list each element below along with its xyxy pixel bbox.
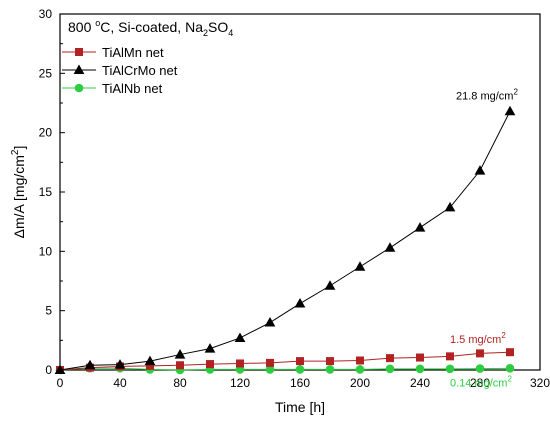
series-layer	[54, 105, 516, 375]
legend-marker	[73, 64, 85, 74]
annotation-value: 1.5 mg/cm	[450, 334, 501, 346]
annotation-value: 0.14 mg/cm	[450, 377, 507, 389]
y-tick-label: 25	[39, 66, 53, 80]
data-point-tialnb-net	[295, 365, 305, 374]
data-point-tialcrmo-net	[264, 317, 276, 327]
data-point-tialmn-net	[326, 357, 334, 366]
legend-marker	[74, 83, 84, 93]
data-point-tialcrmo-net	[84, 359, 96, 370]
data-point-tialmn-net	[236, 359, 244, 368]
data-point-tialmn-net	[206, 360, 214, 369]
annotation-value: 21.8 mg/cm	[456, 90, 513, 102]
y-axis-label-close: ]	[11, 146, 27, 150]
legend-marker	[75, 48, 83, 56]
data-point-tialcrmo-net	[504, 105, 516, 116]
annotation-tialnb: 0.14 mg/cm2	[450, 374, 512, 389]
title-sub2: 4	[228, 28, 233, 38]
data-point-tialcrmo-net	[414, 222, 426, 232]
y-tick-label: 20	[39, 126, 53, 140]
data-point-tialcrmo-net	[174, 349, 186, 359]
x-axis-label: Time [h]	[275, 399, 325, 415]
data-point-tialmn-net	[176, 361, 184, 370]
x-tick-label: 280	[470, 376, 490, 390]
x-tick-label: 200	[350, 376, 370, 390]
data-point-tialmn-net	[296, 357, 304, 366]
chart-title: 800 oC, Si-coated, Na2SO4	[68, 18, 233, 38]
series-line-tialcrmo-net	[59, 111, 511, 371]
title-temp-unit: C, Si-coated, Na	[100, 19, 203, 35]
axis-ticks: 0 40 80 120 160 200 240 280 320 0 5 10 15 20 25 30	[39, 7, 550, 390]
data-point-tialcrmo-net	[354, 261, 366, 271]
data-point-tialcrmo-net	[204, 343, 216, 353]
y-axis-label-main: Δm/A [mg/cm	[11, 155, 27, 238]
y-tick-label: 15	[39, 185, 53, 199]
y-tick-label: 10	[39, 244, 53, 258]
data-point-tialcrmo-net	[474, 165, 486, 175]
data-point-tialcrmo-net	[384, 242, 396, 252]
data-point-tialmn-net	[386, 354, 394, 363]
y-axis-label-sup: 2	[10, 149, 21, 155]
data-point-tialnb-net	[385, 364, 395, 374]
legend-entry-label: TiAlCrMo net	[102, 63, 178, 78]
y-tick-label: 5	[45, 304, 52, 318]
data-point-tialcrmo-net	[144, 355, 156, 366]
data-point-tialmn-net	[266, 358, 274, 367]
annotation-sup: 2	[513, 87, 518, 96]
title-sub: 2	[203, 28, 208, 38]
data-point-tialnb-net	[505, 364, 515, 373]
series-line-tialnb-net	[59, 367, 511, 371]
data-point-tialcrmo-net	[324, 280, 336, 290]
text-layer: Time [h]Δm/A [mg/cm2]800 oC, Si-coated, …	[10, 18, 518, 415]
annotation-sup: 2	[507, 374, 512, 383]
title-temp-value: 800	[68, 19, 95, 35]
legend: TiAlMn net TiAlCrMo net TiAlNb net	[62, 45, 178, 96]
y-axis-label: Δm/A [mg/cm2]	[10, 146, 27, 239]
legend-entry-label: TiAlMn net	[102, 45, 164, 60]
title-tail: SO	[208, 19, 228, 35]
data-point-tialcrmo-net	[114, 359, 126, 369]
y-tick-label: 0	[45, 363, 52, 377]
data-point-tialcrmo-net	[234, 332, 246, 342]
series-line-tialmn-net	[59, 351, 511, 371]
data-point-tialmn-net	[416, 353, 424, 362]
data-point-tialcrmo-net	[294, 298, 306, 308]
data-point-tialnb-net	[475, 364, 485, 373]
x-tick-label: 80	[173, 376, 187, 390]
data-point-tialmn-net	[506, 348, 514, 357]
data-point-tialcrmo-net	[444, 201, 456, 212]
legend-entry-label: TiAlNb net	[102, 81, 163, 96]
data-point-tialcrmo-net	[54, 364, 66, 374]
title-degree-sup: o	[95, 18, 100, 28]
annotation-tialmn: 1.5 mg/cm2	[450, 331, 506, 346]
data-point-tialnb-net	[415, 364, 425, 374]
annotation-tialcrmo: 21.8 mg/cm2	[456, 87, 518, 102]
x-tick-label: 240	[410, 376, 430, 390]
data-point-tialmn-net	[446, 352, 454, 361]
data-point-tialnb-net	[355, 365, 365, 374]
x-tick-label: 160	[290, 376, 310, 390]
data-point-tialmn-net	[356, 356, 364, 365]
annotation-sup: 2	[501, 331, 506, 340]
x-tick-label: 40	[113, 376, 127, 390]
x-tick-label: 320	[530, 376, 550, 390]
data-point-tialmn-net	[476, 349, 484, 358]
data-point-tialnb-net	[325, 365, 335, 374]
data-point-tialnb-net	[445, 364, 455, 374]
y-tick-label: 30	[39, 7, 53, 21]
x-tick-label: 0	[57, 376, 64, 390]
x-tick-label: 120	[230, 376, 250, 390]
